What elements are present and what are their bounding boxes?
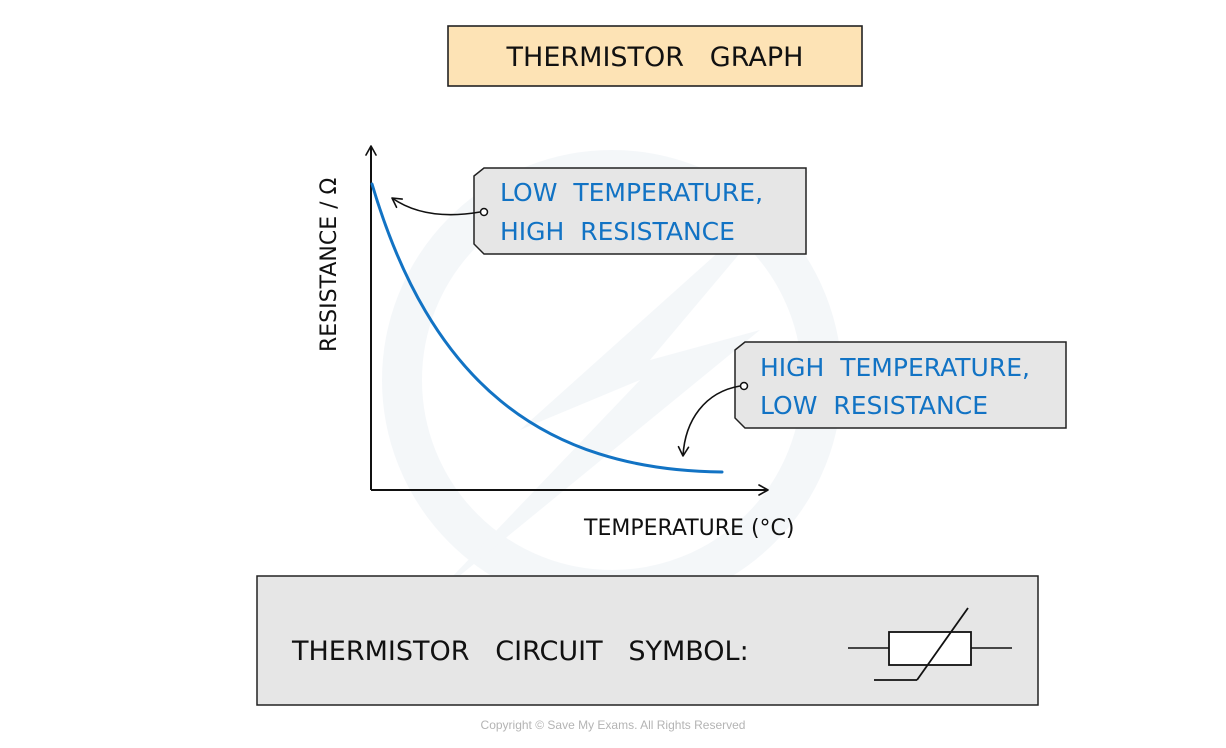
resistance-curve (370, 182, 724, 474)
callout-high-temperature: HIGH TEMPERATURE, LOW RESISTANCE (734, 341, 1067, 429)
callout-low-arrow (391, 197, 481, 216)
symbol-panel: THERMISTOR CIRCUIT SYMBOL: (256, 575, 1039, 706)
callout-high-arrow (677, 385, 741, 457)
callout-low-temperature: LOW TEMPERATURE, HIGH RESISTANCE (473, 167, 807, 255)
symbol-panel-label: THERMISTOR CIRCUIT SYMBOL: (291, 636, 749, 667)
callout-low-line2: HIGH RESISTANCE (500, 217, 735, 246)
title-box: THERMISTOR GRAPH (447, 25, 863, 87)
callout-low-line1: LOW TEMPERATURE, (500, 178, 763, 207)
thermistor-symbol (848, 607, 1012, 681)
title-text: THERMISTOR GRAPH (506, 42, 804, 73)
graph-axes (365, 145, 769, 496)
callout-high-line2: LOW RESISTANCE (760, 391, 988, 420)
callout-high-line1: HIGH TEMPERATURE, (760, 353, 1030, 382)
copyright-footer: Copyright © Save My Exams. All Rights Re… (480, 718, 746, 732)
y-axis-label: RESISTANCE / Ω (317, 178, 342, 352)
x-axis-label: TEMPERATURE (°C) (583, 516, 794, 541)
